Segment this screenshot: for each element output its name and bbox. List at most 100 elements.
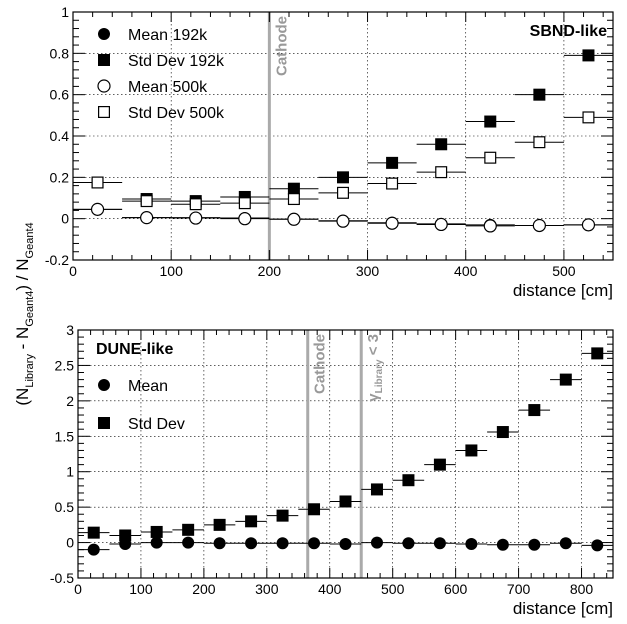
data-point (434, 217, 448, 232)
data-point (559, 537, 572, 550)
y-tick-label: -0.2 (45, 252, 69, 268)
legend-label: Mean 192k (128, 27, 208, 44)
data-point (528, 538, 541, 551)
legend-label: Std Dev 192k (128, 53, 225, 70)
x-tick-label: 0 (69, 263, 77, 279)
data-point (484, 115, 497, 128)
x-tick-label: 800 (570, 581, 594, 597)
data-point (559, 373, 572, 386)
data-point (213, 518, 226, 531)
legend-marker (98, 379, 110, 391)
ticks (72, 11, 613, 261)
data-point (533, 88, 546, 101)
y-axis-title: (NLibrary - NGeant4) / NGeant4 (13, 222, 36, 405)
data-point (245, 537, 258, 550)
data-point (308, 503, 321, 516)
data-point (496, 538, 509, 551)
data-point (90, 202, 105, 216)
data-point (484, 151, 497, 164)
data-point (91, 176, 104, 189)
data-point (581, 218, 596, 232)
series-1 (78, 347, 613, 542)
data-point (276, 509, 289, 522)
x-tick-label: 0 (74, 581, 82, 597)
plot-frame (77, 329, 614, 579)
y-tick-label: 2.5 (55, 357, 75, 373)
data-point (433, 537, 446, 550)
data-point (386, 156, 399, 169)
x-axis-title: distance [cm] (513, 599, 613, 618)
data-point (336, 214, 350, 228)
data-point (402, 474, 415, 487)
data-point (150, 525, 163, 538)
data-point (435, 166, 448, 179)
data-point (238, 197, 251, 210)
data-point (276, 537, 289, 550)
data-point (339, 495, 352, 508)
data-point (582, 111, 595, 124)
series-0 (78, 536, 613, 556)
x-tick-label: 200 (258, 263, 282, 279)
data-point (433, 458, 446, 471)
data-point (435, 138, 448, 151)
data-point (308, 537, 321, 550)
data-point (287, 193, 300, 206)
data-point (87, 543, 100, 556)
x-tick-label: 100 (160, 263, 184, 279)
panel-label: SBND-like (530, 23, 607, 40)
data-point (483, 219, 497, 233)
dune-panel: Cathode γLibrary < 3 0 100 200 300 400 500 600 70… (50, 322, 614, 618)
y-tick-label: 1 (66, 464, 74, 480)
y-tick-label: 2 (66, 393, 74, 409)
vline-label-0: Cathode (273, 16, 290, 76)
legend-label: Std Dev (128, 416, 185, 433)
y-tick-label: 0.5 (55, 499, 75, 515)
data-point (591, 539, 604, 552)
data-point (582, 49, 595, 62)
data-point (189, 198, 202, 211)
data-point (528, 404, 541, 417)
data-point (386, 177, 399, 190)
x-tick-label: 300 (356, 263, 380, 279)
data-point (465, 537, 478, 550)
data-point (182, 523, 195, 536)
data-point (533, 136, 546, 149)
data-point (238, 212, 252, 226)
legend-marker (98, 417, 110, 429)
y-tick-label: 0.6 (50, 87, 70, 103)
panel-label: DUNE-like (96, 341, 173, 358)
data-point (287, 212, 301, 226)
x-tick-label: 500 (381, 581, 405, 597)
y-tick-label: 3 (66, 322, 74, 338)
data-point (189, 211, 203, 225)
data-point (591, 347, 604, 360)
data-point (496, 426, 509, 439)
data-point (119, 529, 132, 542)
y-tick-label: 0.8 (50, 45, 70, 61)
data-point (370, 483, 383, 496)
data-point (213, 537, 226, 550)
vline-label-0: Cathode (312, 334, 329, 394)
data-point (287, 182, 300, 195)
y-tick-label: 0.4 (50, 128, 70, 144)
data-point (337, 186, 350, 199)
y-tick-label: 1.5 (55, 428, 75, 444)
legend: Mean Std Dev (98, 378, 185, 433)
data-point (370, 536, 383, 549)
x-tick-label: 400 (454, 263, 478, 279)
legend-label: Mean (128, 378, 168, 395)
data-point (182, 536, 195, 549)
data-point (140, 211, 154, 225)
plot-area (78, 330, 613, 578)
x-tick-label: 700 (507, 581, 531, 597)
x-axis-title: distance [cm] (513, 281, 613, 300)
data-point (337, 171, 349, 184)
x-tick-label: 500 (552, 263, 576, 279)
y-tick-label: -0.5 (50, 570, 74, 586)
legend-label: Std Dev 500k (128, 105, 225, 122)
y-tick-label: 0 (61, 211, 69, 227)
x-tick-label: 100 (129, 581, 153, 597)
data-point (87, 526, 100, 539)
